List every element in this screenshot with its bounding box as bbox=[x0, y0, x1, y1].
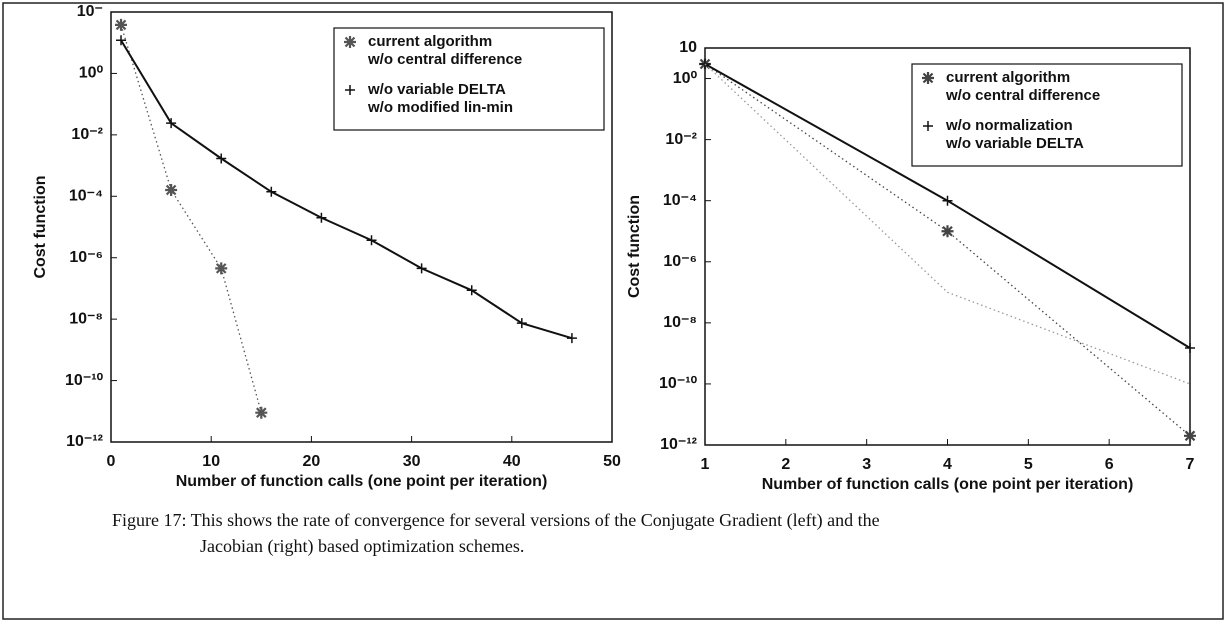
y-tick-label: 10⁻¹⁰ bbox=[65, 372, 104, 389]
plus-marker bbox=[1185, 343, 1195, 354]
y-tick-label: 10⁻⁶ bbox=[663, 253, 697, 270]
plus-marker bbox=[416, 263, 427, 274]
y-tick-label: 10⁻² bbox=[665, 131, 697, 148]
star-marker bbox=[165, 184, 178, 197]
plus-marker bbox=[566, 333, 577, 344]
x-tick-label: 7 bbox=[1186, 456, 1195, 473]
plus-marker bbox=[316, 212, 327, 223]
star-marker bbox=[941, 225, 954, 238]
plot-frame bbox=[110, 11, 613, 443]
y-tick-label: 10⁻¹⁰ bbox=[659, 375, 698, 392]
y-tick-label: 10⁻⁸ bbox=[69, 310, 103, 327]
x-tick-label: 4 bbox=[943, 456, 952, 473]
y-tick-label: 10⁰ bbox=[79, 65, 104, 82]
x-tick-label: 40 bbox=[503, 453, 521, 470]
legend-label: w/o central difference bbox=[367, 51, 522, 68]
legend-label: current algorithm bbox=[368, 33, 492, 50]
star-marker bbox=[255, 406, 268, 419]
y-tick-label: 10⁻⁴ bbox=[663, 192, 697, 209]
caption-line: Figure 17: This shows the rate of conver… bbox=[112, 510, 880, 531]
x-tick-label: 6 bbox=[1105, 456, 1114, 473]
y-tick-label: 10⁻⁸ bbox=[663, 314, 697, 331]
y-tick-label: 10⁻² bbox=[71, 126, 103, 143]
plus-marker bbox=[700, 58, 710, 69]
legend-label: w/o central difference bbox=[945, 87, 1100, 104]
y-tick-label: 10⁻⁴ bbox=[69, 188, 103, 205]
legend-label: w/o modified lin-min bbox=[367, 99, 513, 116]
x-axis-label: Number of function calls (one point per … bbox=[176, 473, 548, 490]
plus-marker bbox=[516, 318, 527, 329]
legend-label: w/o normalization bbox=[945, 117, 1073, 134]
plus-marker bbox=[266, 186, 277, 197]
x-tick-label: 20 bbox=[303, 453, 321, 470]
series-line bbox=[704, 63, 1191, 385]
series-line bbox=[120, 24, 262, 413]
y-tick-label: 10⁻ bbox=[77, 3, 103, 20]
x-tick-label: 1 bbox=[701, 456, 710, 473]
y-axis-label: Cost function bbox=[626, 195, 643, 298]
plus-marker bbox=[166, 118, 177, 129]
x-tick-label: 2 bbox=[781, 456, 790, 473]
x-axis-label: Number of function calls (one point per … bbox=[762, 476, 1134, 493]
legend-box bbox=[333, 27, 605, 131]
plus-marker bbox=[366, 235, 377, 246]
y-tick-label: 10⁻¹² bbox=[660, 436, 697, 453]
star-marker bbox=[1184, 429, 1196, 442]
plus-marker bbox=[942, 195, 953, 206]
star-marker bbox=[344, 36, 356, 48]
x-tick-label: 10 bbox=[202, 453, 220, 470]
plus-marker bbox=[923, 121, 933, 131]
x-tick-label: 5 bbox=[1024, 456, 1033, 473]
x-tick-label: 3 bbox=[862, 456, 871, 473]
legend-label: w/o variable DELTA bbox=[945, 135, 1084, 152]
y-axis-label: Cost function bbox=[32, 175, 49, 278]
star-marker bbox=[922, 72, 934, 84]
x-tick-label: 50 bbox=[603, 453, 621, 470]
y-tick-label: 10⁻¹² bbox=[66, 433, 103, 450]
x-tick-label: 0 bbox=[107, 453, 116, 470]
plus-marker bbox=[216, 153, 227, 164]
y-tick-label: 10⁰ bbox=[673, 70, 698, 87]
legend-label: w/o variable DELTA bbox=[367, 81, 506, 98]
star-marker bbox=[215, 262, 228, 275]
plus-marker bbox=[466, 285, 477, 296]
star-marker bbox=[115, 18, 128, 31]
legend-label: current algorithm bbox=[946, 69, 1070, 86]
plus-marker bbox=[116, 35, 127, 46]
y-tick-label: 10 bbox=[679, 39, 697, 56]
y-tick-label: 10⁻⁶ bbox=[69, 249, 103, 266]
legend-box bbox=[911, 63, 1183, 167]
caption-line: Jacobian (right) based optimization sche… bbox=[200, 536, 524, 557]
plus-marker bbox=[345, 85, 355, 95]
series-line bbox=[120, 39, 573, 340]
x-tick-label: 30 bbox=[403, 453, 421, 470]
